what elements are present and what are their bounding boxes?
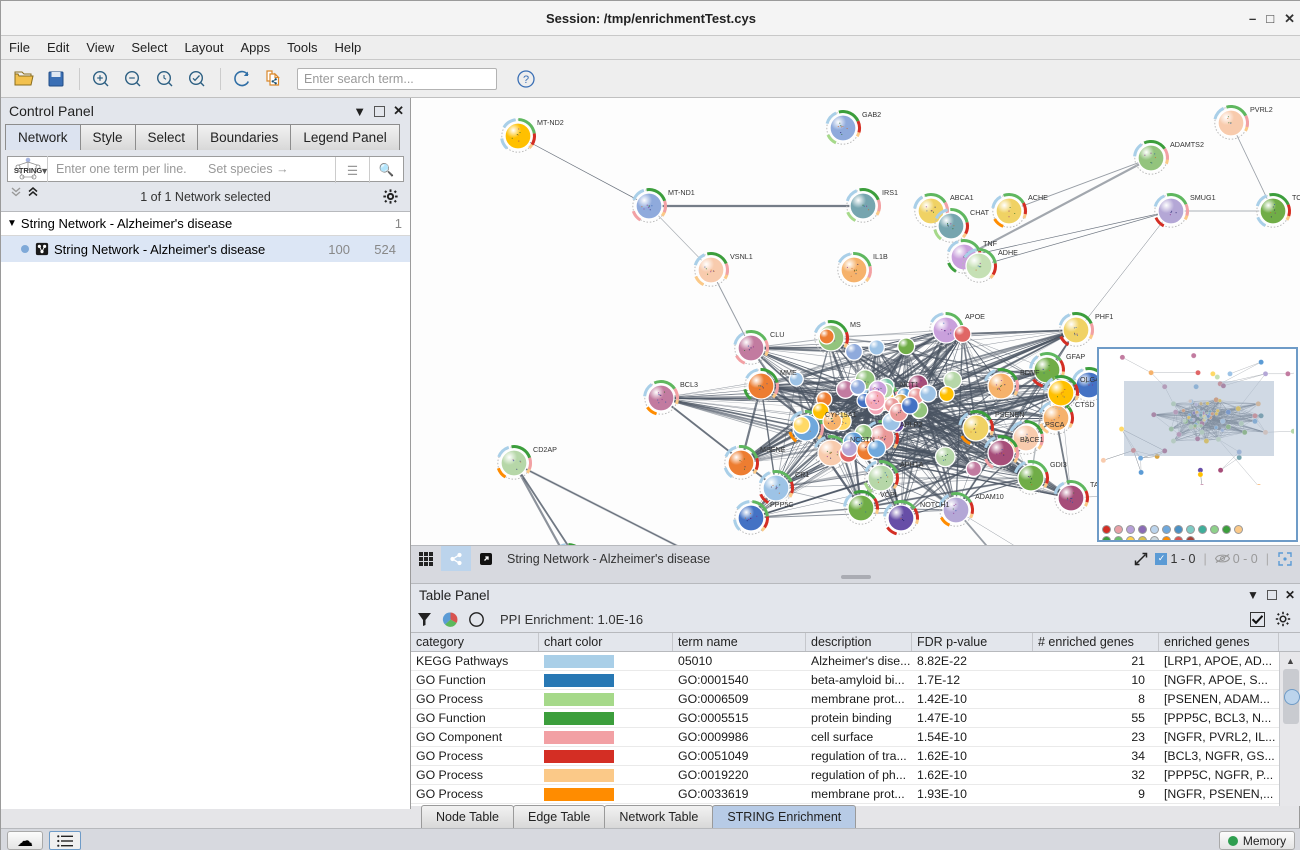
svg-text:IL1B: IL1B <box>873 252 888 261</box>
svg-text:SMUG1: SMUG1 <box>1190 193 1216 202</box>
svg-text:CHAT: CHAT <box>970 208 990 217</box>
svg-text:VSNL1: VSNL1 <box>730 252 753 261</box>
svg-text:MSENE: MSENE <box>760 445 786 454</box>
svg-text:GFAP: GFAP <box>1066 352 1085 361</box>
svg-text:CR1: CR1 <box>795 470 809 479</box>
svg-text:PHF1: PHF1 <box>1095 312 1113 321</box>
svg-text:BACE1: BACE1 <box>1020 435 1044 444</box>
svg-text:VCPL: VCPL <box>880 490 899 499</box>
svg-text:CD2AP: CD2AP <box>533 445 557 454</box>
svg-text:MT-ND2: MT-ND2 <box>537 118 564 127</box>
svg-text:ADAM10: ADAM10 <box>975 492 1004 501</box>
svg-text:NCT1: NCT1 <box>900 380 919 389</box>
svg-text:APH1A: APH1A <box>900 460 924 469</box>
svg-text:NOTCH1: NOTCH1 <box>920 500 950 509</box>
svg-text:NCSTN: NCSTN <box>850 435 875 444</box>
svg-text:TOMM40: TOMM40 <box>1292 193 1300 202</box>
svg-text:APOE: APOE <box>965 312 985 321</box>
svg-text:PVRL2: PVRL2 <box>1250 105 1273 114</box>
svg-text:CTSD: CTSD <box>1075 400 1095 409</box>
svg-text:TNF: TNF <box>983 239 998 248</box>
svg-text:MME: MME <box>780 368 797 377</box>
svg-text:MS: MS <box>850 320 861 329</box>
svg-text:ACHE: ACHE <box>1028 193 1048 202</box>
svg-text:PSENEN: PSENEN <box>995 410 1025 419</box>
svg-text:IRS1: IRS1 <box>882 188 898 197</box>
svg-text:GAB2: GAB2 <box>862 110 881 119</box>
svg-text:CYP19A1: CYP19A1 <box>825 410 857 419</box>
svg-text:APLP2: APLP2 <box>900 420 922 429</box>
svg-text:PPP5C: PPP5C <box>770 500 794 509</box>
svg-text:MT-ND1: MT-ND1 <box>668 188 695 197</box>
svg-text:ABCA1: ABCA1 <box>950 193 974 202</box>
svg-text:BDNF: BDNF <box>1020 368 1040 377</box>
svg-text:ADAMTS2: ADAMTS2 <box>1170 140 1204 149</box>
svg-text:CLU: CLU <box>770 330 784 339</box>
svg-text:PSCA: PSCA <box>1045 420 1065 429</box>
svg-text:BCL3: BCL3 <box>680 380 698 389</box>
svg-text:GDI3: GDI3 <box>1050 460 1067 469</box>
svg-text:STRING: STRING <box>13 166 42 175</box>
svg-text:?: ? <box>523 74 529 86</box>
svg-text:ADHE: ADHE <box>998 248 1018 257</box>
